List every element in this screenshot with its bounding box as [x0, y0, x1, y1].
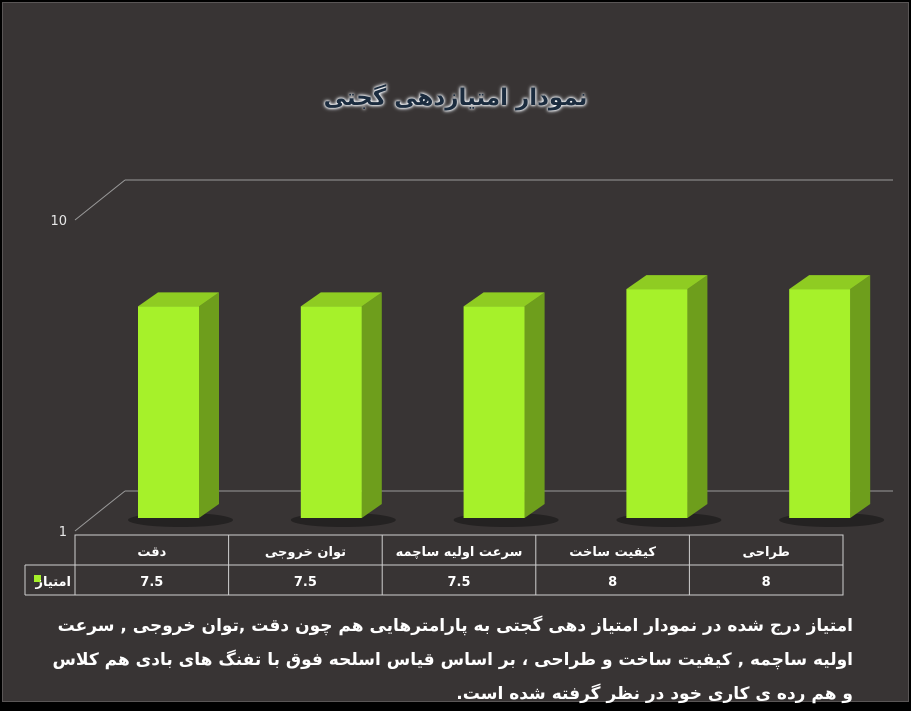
gridline-top-diagonal — [74, 179, 126, 221]
chart-caption: امتیاز درج شده در نمودار امتیاز دهی گجتی… — [52, 616, 853, 704]
x-tick-label: طراحی — [743, 545, 790, 560]
legend-label: امتیاز — [35, 575, 71, 590]
bar-top — [789, 275, 871, 290]
bar — [463, 306, 525, 518]
data-label: 8 — [608, 575, 617, 590]
bar-side — [199, 292, 219, 518]
data-label: 8 — [762, 575, 771, 590]
data-label: 7.5 — [140, 575, 163, 590]
x-tick-label: کیفیت ساخت — [569, 545, 656, 560]
bar-top — [138, 292, 219, 307]
bar-side — [850, 275, 871, 518]
bar — [300, 306, 362, 518]
data-label: 7.5 — [294, 575, 317, 590]
bar — [626, 289, 688, 518]
x-tick-label: سرعت اولیه ساچمه — [396, 545, 523, 560]
bar-top — [463, 292, 545, 307]
x-tick-label: دقت — [137, 545, 166, 560]
bar — [789, 289, 851, 518]
y-tick-label: 10 — [50, 214, 67, 229]
y-tick-label: 1 — [59, 525, 67, 540]
bar-top — [626, 275, 708, 290]
chart-title: نمودار امتیازدهی گجتی — [323, 85, 588, 111]
x-tick-label: توان خروجی — [265, 545, 346, 560]
bar-side — [524, 292, 545, 518]
bar-top — [300, 292, 382, 307]
bar-chart: 10 1 دقت توان خروجی سرعت اولیه ساچمه کیفیت سا… — [24, 179, 893, 596]
bar-side — [687, 275, 708, 518]
data-label: 7.5 — [447, 575, 470, 590]
gridline-floor-diagonal — [74, 490, 126, 532]
legend-swatch — [34, 575, 41, 582]
bar-side — [361, 292, 382, 518]
bar — [138, 306, 199, 518]
